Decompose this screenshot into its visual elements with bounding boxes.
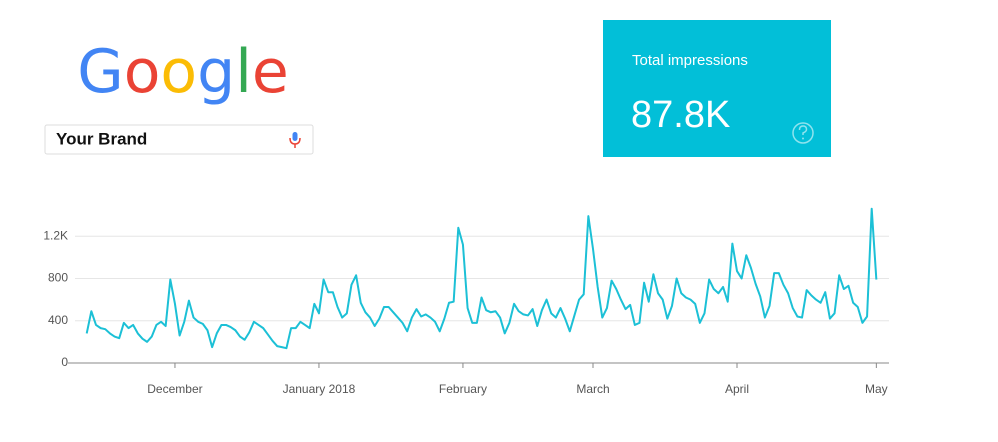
search-box[interactable] — [44, 124, 314, 155]
line-series — [85, 207, 878, 350]
metric-value: 87.8K — [631, 94, 730, 136]
mic-icon[interactable] — [289, 132, 301, 148]
y-tick-label: 800 — [48, 271, 68, 285]
y-tick-label: 0 — [61, 355, 68, 369]
chart: 0 400 800 1.2K December January 2018 February M… — [43, 207, 889, 396]
x-tick-label: May — [865, 382, 888, 396]
x-tick-label: March — [576, 382, 609, 396]
y-tick-label: 400 — [48, 313, 68, 327]
x-tick-label: February — [439, 382, 487, 396]
search-query: Your Brand — [56, 129, 147, 148]
help-icon[interactable] — [792, 122, 814, 144]
y-tick-label: 1.2K — [43, 228, 68, 242]
x-tick-label: December — [147, 382, 202, 396]
x-tick-label: January 2018 — [283, 382, 356, 396]
metric-label: Total impressions — [632, 52, 748, 69]
google-logo: Google — [77, 37, 289, 107]
x-tick-label: April — [725, 382, 749, 396]
metric-card — [603, 20, 831, 157]
